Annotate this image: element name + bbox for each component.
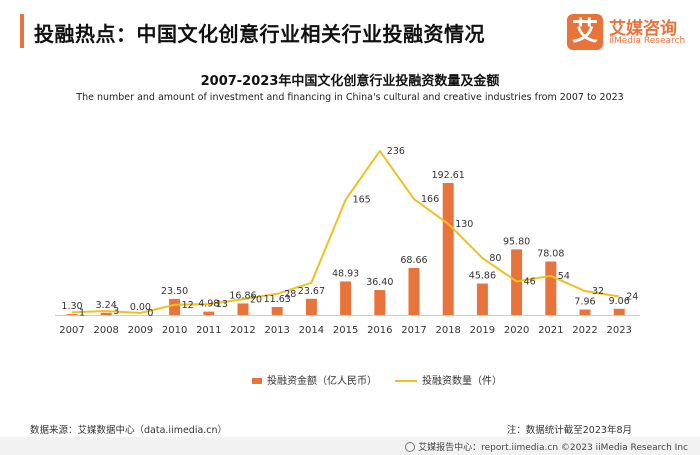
legend-item-count: 投融资数量（件） [395,372,502,387]
report-center-icon [405,442,416,452]
legend-label-count: 投融资数量（件） [422,376,502,387]
legend-label-amount: 投融资金额（亿人民币） [267,376,377,387]
x-tick-2018: 2018 [435,325,460,336]
line-label-2021: 54 [558,271,570,282]
footer-text-wrap: 艾媒报告中心：report.iimedia.cn ©2023 iiMedia R… [405,440,688,453]
bar-label-2011: 4.98 [198,299,219,310]
logo-name: 艾媒咨询 [609,19,677,39]
count-line [71,150,620,314]
x-tick-2015: 2015 [333,325,358,336]
bar-label-2016: 36.40 [366,277,393,288]
bar-2019 [476,283,488,315]
footer-text: 艾媒报告中心：report.iimedia.cn ©2023 iiMedia R… [418,443,688,453]
line-label-2020: 46 [524,276,536,287]
bar-2022 [579,309,591,315]
bar-label-2015: 48.93 [332,268,359,279]
bar-label-2008: 3.24 [96,300,117,311]
bar-2013 [271,307,283,315]
bar-label-2019: 45.86 [469,271,496,282]
page-title: 投融热点：中国文化创意行业相关行业投融资情况 [34,22,485,46]
bar-label-2022: 7.96 [574,297,595,308]
bar-2016 [374,290,386,315]
bar-label-2021: 78.08 [537,248,564,259]
x-tick-2017: 2017 [401,325,426,336]
line-label-2010: 12 [182,300,194,311]
x-tick-2021: 2021 [538,325,563,336]
x-tick-2013: 2013 [264,325,289,336]
line-label-2015: 165 [353,195,371,206]
bar-2012 [237,303,249,315]
brand-logo: 艾 艾媒咨询 iiMedia Research [567,12,691,52]
bar-label-2017: 68.66 [400,255,427,266]
x-tick-2010: 2010 [162,325,187,336]
line-label-2019: 80 [489,253,501,264]
chart-subtitle: The number and amount of investment and … [76,92,624,103]
x-tick-2014: 2014 [299,325,324,336]
data-source: 数据来源：艾媒数据中心（data.iimedia.cn） [30,425,228,436]
x-tick-2012: 2012 [230,325,255,336]
logo-mark: 艾 [567,14,603,50]
line-label-2013: 28 [284,289,296,300]
bar-label-2023: 9.06 [609,296,630,307]
bar-label-2010: 23.50 [161,286,188,297]
line-label-2017: 166 [421,194,439,205]
bar-label-2007: 1.30 [61,301,82,312]
x-tick-2020: 2020 [504,325,529,336]
x-tick-2022: 2022 [572,325,597,336]
page-footer: 艾媒报告中心：report.iimedia.cn ©2023 iiMedia R… [0,437,700,455]
line-label-2016: 236 [387,146,405,157]
header-accent-bar [20,14,24,48]
bar-2010 [169,298,181,315]
bar-label-2013: 11.63 [264,294,291,305]
bar-2014 [305,298,317,315]
line-label-2009: 0 [147,308,153,319]
bar-label-2012: 16.86 [229,290,256,301]
x-tick-2023: 2023 [606,325,631,336]
bar-label-2020: 95.80 [503,236,530,247]
bar-2018 [442,183,454,315]
bar-2023 [613,308,625,315]
chart-legend: 投融资金额（亿人民币） 投融资数量（件） [0,372,700,387]
line-label-2007: 1 [79,307,85,318]
bar-label-2014: 23.67 [298,286,325,297]
logo-subname: iiMedia Research [609,36,686,46]
bar-label-2018: 192.61 [432,170,465,181]
line-label-2022: 32 [592,286,604,297]
bar-2017 [408,267,420,315]
x-tick-2009: 2009 [128,325,153,336]
data-note: 注：数据统计截至2023年8月 [506,425,632,436]
bar-2021 [545,261,557,315]
x-tick-2011: 2011 [196,325,221,336]
legend-item-amount: 投融资金额（亿人民币） [252,372,377,387]
bar-2011 [203,311,215,315]
chart-title: 2007-2023年中国文化创意行业投融资数量及金额 [200,74,500,89]
x-tick-2007: 2007 [59,325,84,336]
line-label-2008: 3 [113,306,119,317]
line-label-2012: 20 [250,294,262,305]
legend-bar-swatch [252,378,262,384]
bar-2008 [100,312,112,315]
line-label-2023: 24 [626,292,638,303]
bar-label-2009: 0.00 [130,302,151,313]
line-label-2018: 130 [455,219,473,230]
investment-chart: 1.30 3.24 0.00 23.50 4.98 16.86 11.63 23.67 48.9… [55,146,640,336]
bar-2007 [66,314,78,315]
x-tick-2016: 2016 [367,325,392,336]
x-tick-2019: 2019 [470,325,495,336]
line-label-2011: 13 [216,299,228,310]
legend-line-swatch [395,380,417,382]
x-tick-2008: 2008 [93,325,118,336]
bar-2015 [340,281,352,315]
